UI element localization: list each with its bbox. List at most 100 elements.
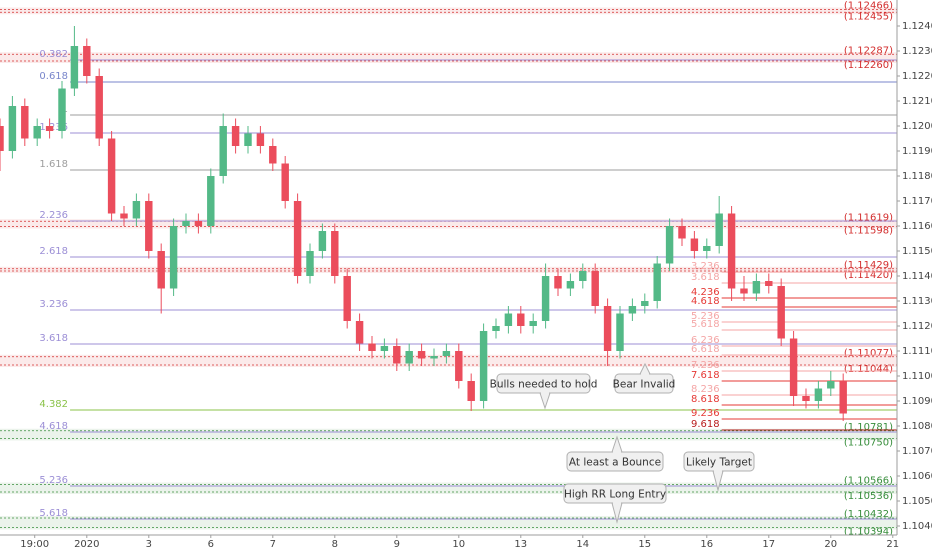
candle-body xyxy=(33,126,41,139)
fib-label: 5.236 xyxy=(39,475,68,486)
zones: (1.12466)(1.12455) (1.12287) (1.12260) (1.1… xyxy=(0,1,897,538)
candle-body xyxy=(690,238,699,251)
candle-body xyxy=(318,231,327,251)
candle-body xyxy=(566,281,575,289)
candle-body xyxy=(231,126,240,146)
zone-label: (1.12455) xyxy=(844,11,893,22)
time-axis-bg xyxy=(0,535,932,550)
fib-label: 3.236 xyxy=(39,299,68,310)
candle-body xyxy=(467,381,475,401)
y-tick-label: 1.12000 xyxy=(902,121,932,132)
callout-seam xyxy=(613,501,621,504)
x-tick-label: 21 xyxy=(886,539,899,550)
x-tick-label: 13 xyxy=(514,539,527,550)
candle-body xyxy=(182,221,190,226)
fib-label: 8.236 xyxy=(691,384,720,395)
fib-label: 5.236 xyxy=(691,311,720,322)
y-tick-label: 1.10800 xyxy=(902,421,932,432)
y-tick-label: 1.11600 xyxy=(902,221,932,232)
fib-label: 4.618 xyxy=(691,296,720,307)
zone-label: (1.11420) xyxy=(844,270,893,281)
zone-label: (1.10750) xyxy=(844,438,893,449)
callout-text: At least a Bounce xyxy=(569,457,661,469)
callout-seam xyxy=(613,451,621,454)
candle-body xyxy=(430,356,438,359)
candle-body xyxy=(256,133,265,146)
x-tick-label: 17 xyxy=(762,539,775,550)
candle-body xyxy=(405,351,413,364)
fib-levels: 0.3820.61811.2361.6182.2362.6183.2363.61… xyxy=(39,49,897,520)
candle-body xyxy=(83,46,91,76)
candle-body xyxy=(194,221,203,226)
zone-label: (1.11429) xyxy=(844,260,893,271)
candle-body xyxy=(269,146,277,164)
candle-body xyxy=(603,306,612,351)
candle-body xyxy=(616,313,624,351)
fib-label: 1.618 xyxy=(39,159,68,170)
y-tick-label: 1.10700 xyxy=(902,446,932,457)
candle-body xyxy=(765,281,773,286)
x-tick-label: 10 xyxy=(452,539,465,550)
candle-body xyxy=(455,351,463,381)
fib-label: 6.618 xyxy=(691,344,720,355)
fib-label: 3.236 xyxy=(691,261,720,272)
candle-body xyxy=(777,286,785,339)
zone-label: (1.12260) xyxy=(844,60,893,71)
callout-text: High RR Long Entry xyxy=(564,489,666,501)
fib-label: 1.236 xyxy=(39,122,68,133)
fib-label: 4.382 xyxy=(39,399,68,410)
candle-body xyxy=(132,201,141,219)
y-tick-label: 1.11200 xyxy=(902,321,932,332)
y-tick-label: 1.11500 xyxy=(902,246,932,257)
candle-body xyxy=(120,213,128,219)
candle-body xyxy=(380,346,389,351)
fib-label: 4.236 xyxy=(691,287,720,298)
candle-body xyxy=(591,271,599,306)
candles xyxy=(0,26,847,421)
candle-body xyxy=(0,126,4,151)
candle-body xyxy=(442,351,451,356)
candle-body xyxy=(417,351,426,359)
annotations: Bulls needed to hold Bear Invalid At least… xyxy=(490,362,755,524)
candle-body xyxy=(8,106,17,151)
candle-body xyxy=(306,251,314,276)
zone xyxy=(0,7,897,15)
zone-label: (1.11598) xyxy=(844,226,893,237)
zone xyxy=(0,354,897,367)
fib-label: 5.618 xyxy=(39,508,68,519)
candle-body xyxy=(355,321,364,344)
candle-body xyxy=(665,226,674,264)
candle-body xyxy=(504,313,513,326)
candle-body xyxy=(343,276,351,321)
y-tick-label: 1.11800 xyxy=(902,171,932,182)
candle-body xyxy=(641,301,649,306)
x-tick-label: 3 xyxy=(146,539,152,550)
zone xyxy=(0,52,897,63)
zone-label: (1.11619) xyxy=(844,212,893,223)
fib-label: 6.236 xyxy=(691,335,720,346)
zone-label: (1.10432) xyxy=(844,509,893,520)
candle-body xyxy=(58,88,66,131)
candle-body xyxy=(479,331,488,401)
y-tick-label: 1.12300 xyxy=(902,46,932,57)
zone-label: (1.10566) xyxy=(844,476,893,487)
y-tick-label: 1.11900 xyxy=(902,146,932,157)
zone xyxy=(0,266,897,273)
fib-label: 0.618 xyxy=(39,71,68,82)
callout-seam xyxy=(641,373,649,376)
x-tick-label: 7 xyxy=(270,539,276,550)
y-tick-label: 1.11400 xyxy=(902,271,932,282)
zone xyxy=(0,219,897,229)
candle-body xyxy=(541,276,550,321)
candle-body xyxy=(492,326,500,331)
y-tick-label: 1.11100 xyxy=(902,346,932,357)
y-tick-label: 1.11300 xyxy=(902,296,932,307)
candle-body xyxy=(715,213,723,246)
zone xyxy=(0,428,897,441)
x-tick-label: 20 xyxy=(824,539,837,550)
zone-label: (1.10536) xyxy=(844,491,893,502)
candle-body xyxy=(839,381,847,414)
y-tick-label: 1.10400 xyxy=(902,521,932,532)
